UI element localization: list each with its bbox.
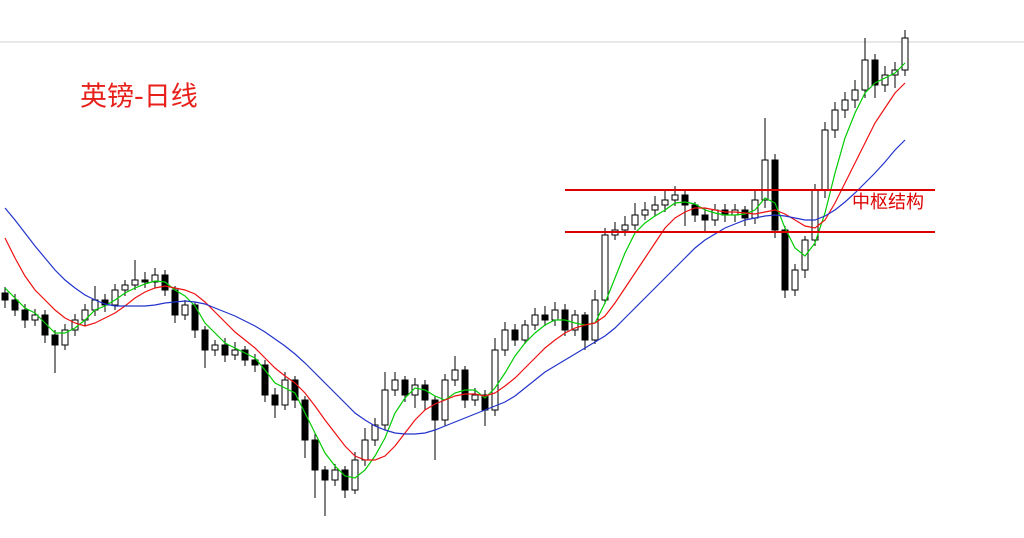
candle-body (411, 384, 419, 396)
candle-body (791, 269, 799, 291)
candle-body (761, 159, 769, 201)
candle-body (391, 379, 399, 391)
candle-body (41, 314, 49, 336)
candle-body (381, 389, 389, 426)
candle-body (21, 309, 29, 321)
candle-body (301, 399, 309, 441)
candle-body (221, 344, 229, 356)
candle-body (831, 109, 839, 131)
candle-body (521, 324, 529, 341)
candle-body (711, 209, 719, 221)
candle-body (771, 159, 779, 231)
candle-body (851, 89, 859, 101)
candle-body (151, 274, 159, 283)
candle-body (131, 279, 139, 286)
candle-body (861, 59, 869, 91)
candle-body (541, 314, 549, 321)
candle-body (631, 214, 639, 226)
candle-body (751, 199, 759, 219)
candle-body (581, 314, 589, 341)
candle-body (591, 299, 599, 341)
moving-average-line (4, 82, 906, 461)
candle-body (871, 59, 879, 86)
candle-body (471, 394, 479, 401)
chart-title: 英镑-日线 (80, 82, 198, 113)
candle-body (311, 439, 319, 471)
candle-body (51, 334, 59, 346)
moving-average-line (4, 139, 906, 435)
candle-body (31, 314, 39, 321)
candle-body (141, 279, 149, 283)
candle-body (651, 204, 659, 211)
candle-body (691, 204, 699, 216)
candle-body (531, 314, 539, 326)
candle-body (551, 309, 559, 321)
candle-body (11, 299, 19, 311)
candle-body (801, 239, 809, 271)
candle-body (501, 329, 509, 351)
candle-body (371, 424, 379, 441)
candle-body (291, 379, 299, 401)
candle-body (121, 284, 129, 291)
candle-body (351, 459, 359, 491)
candle-body (61, 329, 69, 346)
candle-body (111, 289, 119, 306)
candle-body (191, 304, 199, 331)
candle-body (821, 129, 829, 191)
candle-body (451, 369, 459, 381)
moving-average-line (4, 62, 906, 479)
candle-body (1, 292, 9, 301)
candle-body (661, 199, 669, 206)
candle-body (421, 384, 429, 401)
candle-body (701, 214, 709, 221)
candle-body (601, 234, 609, 301)
candle-body (901, 37, 909, 71)
candle-body (511, 329, 519, 341)
candle-body (331, 469, 339, 481)
candle-body (211, 344, 219, 351)
candle-body (461, 369, 469, 401)
candle-body (181, 304, 189, 316)
candle-body (261, 364, 269, 396)
candle-body (341, 469, 349, 491)
candle-body (271, 394, 279, 406)
candle-body (621, 224, 629, 231)
candle-body (91, 299, 99, 311)
plot: 中枢结构 (1, 30, 935, 516)
candle-body (401, 379, 409, 396)
candle-body (491, 349, 499, 411)
candle-body (841, 99, 849, 111)
candle-body (641, 209, 649, 216)
candle-body (361, 439, 369, 461)
candle-body (321, 469, 329, 481)
candle-body (681, 194, 689, 206)
candle-body (781, 229, 789, 291)
candle-body (231, 349, 239, 356)
candle-body (671, 194, 679, 201)
candle-body (431, 399, 439, 421)
candle-body (281, 379, 289, 406)
zone-label: 中枢结构 (852, 192, 924, 213)
candle-body (201, 329, 209, 351)
